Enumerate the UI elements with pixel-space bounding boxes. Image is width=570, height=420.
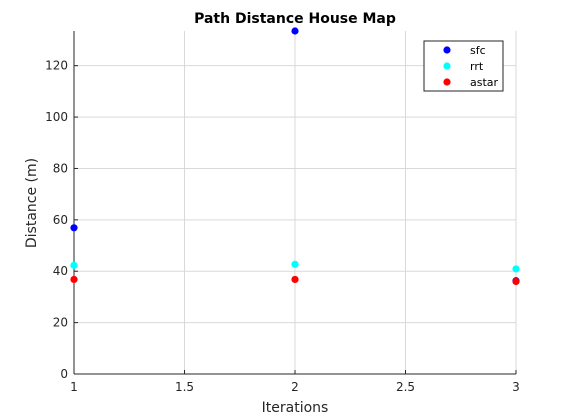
legend-label-rrt: rrt (470, 60, 484, 73)
y-tick-label: 100 (45, 110, 68, 124)
data-point-astar (512, 277, 520, 286)
y-tick-label: 120 (45, 59, 68, 73)
data-points (70, 27, 520, 286)
x-tick-label: 3 (512, 380, 520, 394)
y-axis-title: Distance (m) (24, 158, 40, 248)
legend-marker-sfc (443, 46, 451, 54)
data-point-sfc (70, 224, 78, 232)
y-tick-label: 40 (53, 264, 68, 278)
y-tick-label: 60 (53, 213, 68, 227)
y-tick-label: 0 (60, 367, 68, 381)
y-tick-label: 20 (53, 316, 68, 330)
x-tick-label: 2 (291, 380, 299, 394)
tick-labels: 1 1.5 2 2.5 3 0 20 40 60 80 100 120 (45, 59, 520, 394)
data-point-astar (291, 275, 299, 284)
legend: sfc rrt astar (423, 40, 504, 92)
chart-title: Path Distance House Map (194, 11, 396, 27)
data-point-sfc (291, 27, 299, 35)
y-tick-label: 80 (53, 161, 68, 175)
legend-box (423, 40, 504, 92)
legend-label-sfc: sfc (470, 44, 486, 57)
legend-marker-rrt (443, 62, 451, 70)
x-tick-label: 2.5 (396, 380, 415, 394)
data-point-rrt (70, 261, 78, 269)
data-point-rrt (291, 260, 299, 268)
data-point-rrt (512, 265, 520, 273)
grid (73, 31, 517, 375)
data-point-astar (70, 275, 78, 284)
x-axis-title: Iterations (262, 400, 329, 416)
x-tick-label: 1 (70, 380, 78, 394)
x-tick-label: 1.5 (175, 380, 194, 394)
legend-marker-astar (443, 78, 451, 86)
legend-label-astar: astar (470, 76, 499, 89)
